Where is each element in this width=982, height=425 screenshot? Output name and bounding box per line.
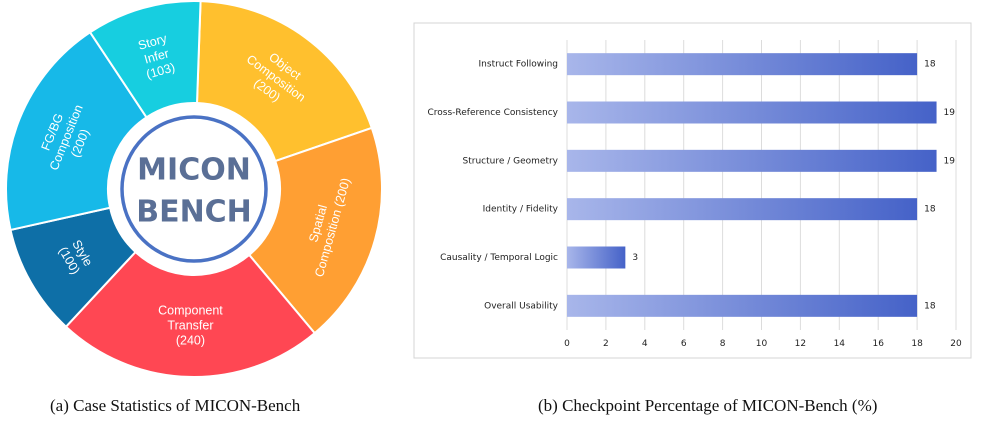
x-tick-label: 6 — [681, 339, 687, 349]
bar-overall-usability — [567, 294, 918, 317]
donut-slice-story-infer — [88, 0, 202, 119]
bar-cross-reference-consistency — [567, 101, 937, 124]
x-tick-label: 0 — [564, 339, 570, 349]
x-tick-label: 16 — [872, 339, 884, 349]
donut-slice-spatial-composition — [247, 126, 383, 335]
bar-structure-geometry — [567, 149, 937, 172]
x-tick-label: 10 — [756, 339, 768, 349]
category-label: Identity / Fidelity — [483, 205, 559, 215]
donut-slice-label: Infer — [143, 46, 171, 66]
donut-slice-object-composition — [195, 0, 374, 163]
x-tick-label: 14 — [834, 339, 846, 349]
center-ring — [120, 115, 268, 263]
donut-slice-component-transfer — [64, 250, 317, 378]
caption-checkpoint-percentage: (b) Checkpoint Percentage of MICON-Bench… — [538, 396, 878, 415]
category-label: Structure / Geometry — [463, 156, 559, 166]
caption-case-statistics: (a) Case Statistics of MICON-Bench — [50, 396, 301, 415]
category-label: Causality / Temporal Logic — [440, 253, 558, 263]
bar-value-label: 18 — [924, 301, 936, 311]
case-statistics-donut-chart: ObjectComposition(200)SpatialComposition… — [5, 0, 383, 378]
category-label: Instruct Following — [479, 60, 558, 70]
x-tick-label: 12 — [795, 339, 806, 349]
category-label: Cross-Reference Consistency — [427, 108, 558, 118]
checkpoint-percentage-bar-chart: 0 2 4 6 8 10 12 14 16 18 20 Instruct Following 18 Cro… — [413, 22, 972, 359]
center-title: BENCH — [136, 195, 252, 230]
x-tick-label: 8 — [720, 339, 726, 349]
donut-slice-fg-bg-composition — [5, 30, 148, 232]
donut-slice-label: Component — [158, 303, 223, 317]
donut-slice-label: Transfer — [167, 318, 213, 332]
category-label: Overall Usability — [484, 301, 559, 311]
bar-value-label: 3 — [632, 253, 638, 263]
bar-value-label: 19 — [944, 108, 956, 118]
bar-value-label: 19 — [944, 156, 956, 166]
bar-instruct-following — [567, 53, 918, 76]
x-tick-label: 20 — [950, 339, 962, 349]
bar-identity-fidelity — [567, 198, 918, 221]
center-title: MICON — [137, 153, 251, 188]
bar-causality-temporal-logic — [567, 246, 626, 269]
bar-value-label: 18 — [924, 60, 936, 70]
x-tick-label: 18 — [911, 339, 923, 349]
x-tick-label: 4 — [642, 339, 648, 349]
bar-value-label: 18 — [924, 205, 936, 215]
x-tick-label: 2 — [603, 339, 609, 349]
donut-slice-label: (240) — [176, 333, 205, 347]
